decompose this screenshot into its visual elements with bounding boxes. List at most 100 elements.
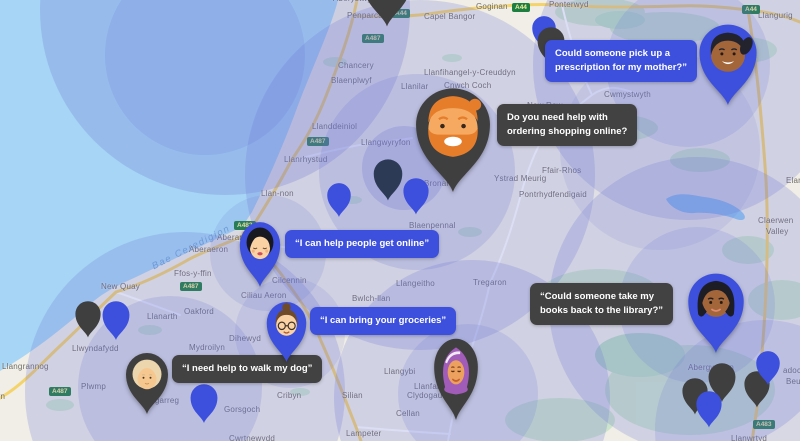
place-label: Llwyndafydd: [72, 344, 119, 353]
place-label: Oakford: [184, 307, 214, 316]
place-label: Llanfair: [414, 382, 442, 391]
place-label: Dihewyd: [229, 334, 262, 343]
place-label: Plwmp: [81, 382, 107, 391]
speech-bubble-text: “I can bring your groceries”: [320, 315, 447, 326]
place-label: Tregaron: [473, 278, 507, 287]
pin-icon: [756, 351, 780, 385]
road-badge: A487: [49, 387, 71, 397]
map-pin[interactable]: [371, 158, 405, 201]
place-label: Llangeitho: [396, 279, 435, 288]
black-bob-woman-avatar-icon: [239, 222, 281, 287]
hijab-woman-avatar-icon: [434, 338, 478, 420]
pin-icon: [190, 384, 218, 423]
place-label: Chancery: [338, 61, 374, 70]
place-label: Lampeter: [346, 429, 382, 438]
map-pin[interactable]: [188, 383, 220, 423]
place-label: Ystrad Meurig: [494, 174, 547, 183]
place-label: Llanfihangel-y-Creuddyn: [424, 68, 516, 77]
pin-hijab-woman[interactable]: [430, 336, 482, 420]
place-label: Llangwyryfon: [361, 138, 411, 147]
place-label: Cellan: [396, 409, 420, 418]
place-label: Goginan: [476, 2, 508, 11]
speech-bubble-text: “I need help to walk my dog”: [182, 363, 313, 374]
place-label: Cribyn: [277, 391, 302, 400]
map-pin[interactable]: [73, 300, 103, 338]
claerwen-reservoir: [666, 194, 745, 221]
place-label: Aberaeron: [189, 245, 229, 254]
place-label: Beulah: [786, 377, 800, 386]
place-label: Cwrtnewydd: [229, 434, 276, 441]
map-pin[interactable]: [100, 300, 132, 340]
place-label: Llanrhystud: [284, 155, 328, 164]
road-badge: A487: [180, 282, 202, 292]
dark-bob-woman-avatar-icon: [688, 273, 744, 353]
place-label: Llangrannog: [2, 362, 49, 371]
place-label: Llangybi: [384, 367, 416, 376]
place-label: Blaenplwyf: [331, 76, 372, 85]
place-label: Bronant: [424, 179, 454, 188]
road-badge: A487: [307, 137, 329, 147]
map-pin[interactable]: [754, 350, 782, 385]
place-label: New Quay: [101, 282, 140, 291]
place-label: Llanarth: [147, 312, 178, 321]
pin-icon: [708, 363, 736, 402]
place-label: Llanilar: [401, 82, 429, 91]
speech-bubble-text: Could someone pick up a prescription for…: [555, 48, 687, 73]
place-label: Clydogau: [407, 391, 443, 400]
place-label: adoc: [783, 366, 800, 375]
place-label: Pontrhydfendigaid: [519, 190, 587, 199]
place-label: Cnwch Coch: [444, 81, 492, 90]
pin-get-online-woman[interactable]: [236, 220, 284, 287]
place-label: Llan-non: [261, 189, 294, 198]
speech-bubble-text: “Could someone take my books back to the…: [540, 291, 663, 316]
place-label: Bwlch-llan: [352, 294, 391, 303]
place-label: Mydroilyn: [189, 343, 226, 352]
speech-bubble-text: Do you need help with ordering shopping …: [507, 112, 628, 137]
map-pin[interactable]: [325, 182, 353, 217]
elderly-woman-avatar-icon: [126, 353, 168, 414]
pin-icon: [75, 301, 101, 338]
bearded-man-avatar-icon: [416, 88, 490, 192]
map-pin[interactable]: [401, 177, 431, 215]
pin-prescription-woman[interactable]: [694, 22, 762, 105]
road-badge: A482: [234, 221, 256, 231]
place-label: Aberystwyth: [333, 0, 379, 3]
place-label: Llanwrtyd: [731, 434, 768, 441]
road-badge: A483: [753, 420, 775, 430]
place-label: Ffos-y-ffin: [174, 269, 212, 278]
radius-circle: [105, 0, 305, 155]
ponytail-woman-avatar-icon: [699, 24, 757, 105]
pin-icon: [696, 391, 722, 428]
road-badge: A487: [362, 34, 384, 44]
place-label: Abergwesyn: [688, 363, 735, 372]
pin-groceries-woman[interactable]: [263, 300, 310, 362]
speech-bubble-shopping: Do you need help with ordering shopping …: [497, 104, 638, 146]
pin-icon: [327, 183, 351, 217]
place-label: Valley: [766, 227, 789, 236]
map-pin[interactable]: [358, 0, 416, 27]
pin-dog-walk-woman[interactable]: [122, 351, 172, 414]
place-label: Gorsgoch: [224, 405, 261, 414]
speech-bubble-prescription: Could someone pick up a prescription for…: [545, 40, 697, 82]
pin-library-woman[interactable]: [683, 271, 749, 353]
sea-shape: [0, 0, 338, 371]
map-pin[interactable]: [694, 390, 724, 428]
road-badge: A44: [742, 5, 760, 15]
place-label: Llangurig: [758, 11, 793, 20]
pin-icon: [373, 159, 403, 201]
place-label: Blaenpennal: [409, 221, 456, 230]
road-badge: A44: [392, 9, 410, 19]
road-badge: A44: [512, 3, 530, 13]
place-label: Penparcau: [347, 11, 388, 20]
place-label: Silian: [342, 391, 363, 400]
pin-icon: [403, 178, 429, 215]
place-label: Ffair-Rhos: [542, 166, 582, 175]
map-pin[interactable]: [706, 362, 738, 402]
speech-bubble-groceries: “I can bring your groceries”: [310, 307, 457, 335]
pin-bearded-man[interactable]: [409, 85, 497, 192]
place-label: Ponterwyd: [549, 0, 589, 9]
map-pin[interactable]: [742, 370, 772, 408]
place-label: Ciliau Aeron: [241, 291, 287, 300]
place-label: Llanddeiniol: [312, 122, 358, 131]
